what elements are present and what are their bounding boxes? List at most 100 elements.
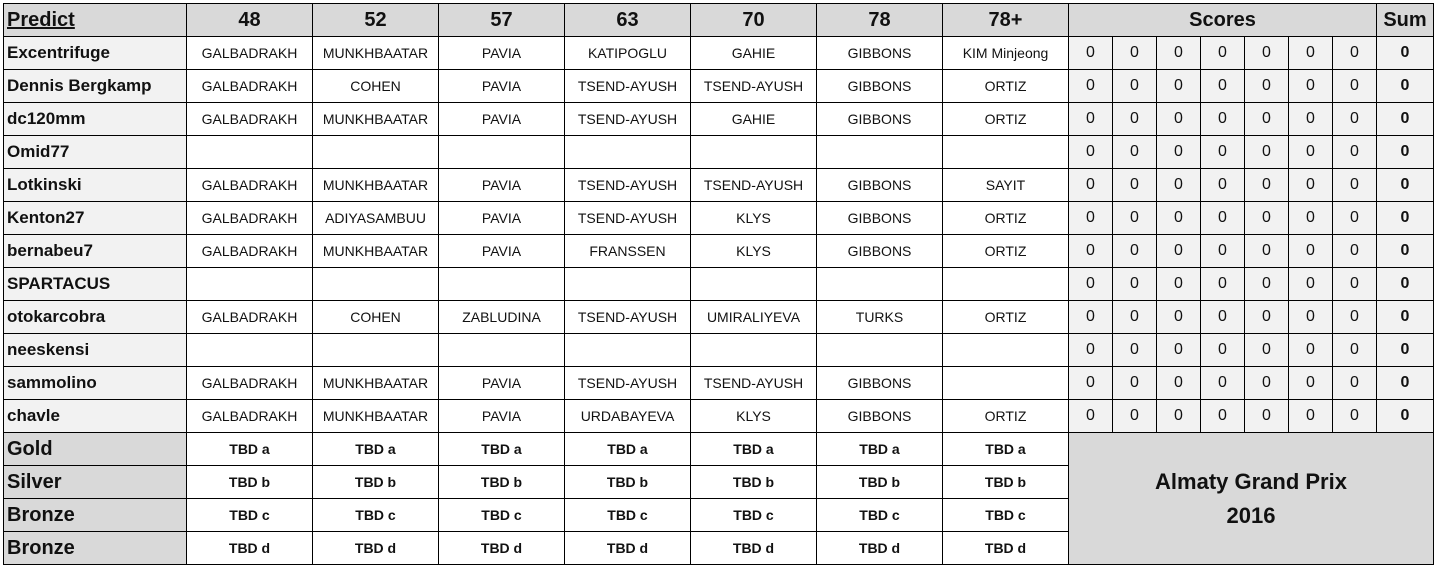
medal-result-cell[interactable]: TBD a <box>690 432 817 466</box>
score-cell[interactable]: 0 <box>1068 168 1113 202</box>
pick-cell[interactable]: TSEND-AYUSH <box>564 201 691 235</box>
pick-cell[interactable]: GIBBONS <box>816 399 943 433</box>
pick-cell[interactable] <box>312 267 439 301</box>
medal-result-cell[interactable]: TBD a <box>186 432 313 466</box>
category-header[interactable]: 70 <box>690 3 817 37</box>
pick-cell[interactable]: GALBADRAKH <box>186 366 313 400</box>
pick-cell[interactable] <box>438 267 565 301</box>
score-cell[interactable]: 0 <box>1244 234 1289 268</box>
pick-cell[interactable]: PAVIA <box>438 36 565 70</box>
score-cell[interactable]: 0 <box>1068 135 1113 169</box>
medal-result-cell[interactable]: TBD d <box>942 531 1069 565</box>
pick-cell[interactable]: GIBBONS <box>816 201 943 235</box>
score-cell[interactable]: 0 <box>1200 102 1245 136</box>
score-cell[interactable]: 0 <box>1112 300 1157 334</box>
score-cell[interactable]: 0 <box>1288 234 1333 268</box>
sum-cell[interactable]: 0 <box>1376 267 1434 301</box>
score-cell[interactable]: 0 <box>1332 366 1377 400</box>
score-cell[interactable]: 0 <box>1244 399 1289 433</box>
pick-cell[interactable]: GALBADRAKH <box>186 201 313 235</box>
player-name[interactable]: otokarcobra <box>3 300 187 334</box>
medal-result-cell[interactable]: TBD c <box>942 498 1069 532</box>
player-name[interactable]: Lotkinski <box>3 168 187 202</box>
pick-cell[interactable] <box>312 135 439 169</box>
pick-cell[interactable]: MUNKHBAATAR <box>312 234 439 268</box>
medal-result-cell[interactable]: TBD d <box>816 531 943 565</box>
score-cell[interactable]: 0 <box>1156 333 1201 367</box>
medal-result-cell[interactable]: TBD d <box>564 531 691 565</box>
pick-cell[interactable]: ORTIZ <box>942 102 1069 136</box>
score-cell[interactable]: 0 <box>1288 36 1333 70</box>
score-cell[interactable]: 0 <box>1332 168 1377 202</box>
score-cell[interactable]: 0 <box>1332 300 1377 334</box>
pick-cell[interactable] <box>186 267 313 301</box>
pick-cell[interactable] <box>564 267 691 301</box>
score-cell[interactable]: 0 <box>1068 102 1113 136</box>
pick-cell[interactable] <box>942 366 1069 400</box>
score-cell[interactable]: 0 <box>1200 366 1245 400</box>
score-cell[interactable]: 0 <box>1112 333 1157 367</box>
medal-result-cell[interactable]: TBD b <box>438 465 565 499</box>
medal-label[interactable]: Silver <box>3 465 187 499</box>
score-cell[interactable]: 0 <box>1112 267 1157 301</box>
sum-cell[interactable]: 0 <box>1376 333 1434 367</box>
pick-cell[interactable]: TSEND-AYUSH <box>564 300 691 334</box>
pick-cell[interactable]: GALBADRAKH <box>186 399 313 433</box>
pick-cell[interactable]: ORTIZ <box>942 234 1069 268</box>
score-cell[interactable]: 0 <box>1156 135 1201 169</box>
pick-cell[interactable]: COHEN <box>312 300 439 334</box>
pick-cell[interactable]: TSEND-AYUSH <box>690 69 817 103</box>
pick-cell[interactable]: TSEND-AYUSH <box>690 366 817 400</box>
medal-result-cell[interactable]: TBD b <box>816 465 943 499</box>
event-title-cell[interactable]: Almaty Grand Prix 2016 <box>1068 432 1434 565</box>
score-cell[interactable]: 0 <box>1068 333 1113 367</box>
medal-result-cell[interactable]: TBD b <box>564 465 691 499</box>
sum-cell[interactable]: 0 <box>1376 300 1434 334</box>
score-cell[interactable]: 0 <box>1068 300 1113 334</box>
sum-header[interactable]: Sum <box>1376 3 1434 37</box>
score-cell[interactable]: 0 <box>1200 234 1245 268</box>
score-cell[interactable]: 0 <box>1244 36 1289 70</box>
score-cell[interactable]: 0 <box>1156 366 1201 400</box>
pick-cell[interactable]: MUNKHBAATAR <box>312 168 439 202</box>
score-cell[interactable]: 0 <box>1244 366 1289 400</box>
pick-cell[interactable]: KLYS <box>690 201 817 235</box>
pick-cell[interactable]: ZABLUDINA <box>438 300 565 334</box>
score-cell[interactable]: 0 <box>1244 69 1289 103</box>
pick-cell[interactable] <box>438 333 565 367</box>
pick-cell[interactable]: GALBADRAKH <box>186 300 313 334</box>
category-header[interactable]: 52 <box>312 3 439 37</box>
pick-cell[interactable]: FRANSSEN <box>564 234 691 268</box>
score-cell[interactable]: 0 <box>1112 168 1157 202</box>
medal-result-cell[interactable]: TBD a <box>564 432 691 466</box>
sum-cell[interactable]: 0 <box>1376 102 1434 136</box>
pick-cell[interactable]: GIBBONS <box>816 69 943 103</box>
score-cell[interactable]: 0 <box>1244 300 1289 334</box>
score-cell[interactable]: 0 <box>1068 69 1113 103</box>
score-cell[interactable]: 0 <box>1288 69 1333 103</box>
player-name[interactable]: SPARTACUS <box>3 267 187 301</box>
score-cell[interactable]: 0 <box>1200 333 1245 367</box>
score-cell[interactable]: 0 <box>1112 366 1157 400</box>
medal-result-cell[interactable]: TBD c <box>186 498 313 532</box>
score-cell[interactable]: 0 <box>1244 201 1289 235</box>
category-header[interactable]: 63 <box>564 3 691 37</box>
medal-label[interactable]: Gold <box>3 432 187 466</box>
sum-cell[interactable]: 0 <box>1376 366 1434 400</box>
sum-cell[interactable]: 0 <box>1376 135 1434 169</box>
player-name[interactable]: Excentrifuge <box>3 36 187 70</box>
score-cell[interactable]: 0 <box>1068 267 1113 301</box>
score-cell[interactable]: 0 <box>1068 366 1113 400</box>
score-cell[interactable]: 0 <box>1332 135 1377 169</box>
score-cell[interactable]: 0 <box>1200 168 1245 202</box>
pick-cell[interactable]: MUNKHBAATAR <box>312 36 439 70</box>
score-cell[interactable]: 0 <box>1068 399 1113 433</box>
score-cell[interactable]: 0 <box>1288 267 1333 301</box>
score-cell[interactable]: 0 <box>1244 168 1289 202</box>
pick-cell[interactable]: PAVIA <box>438 399 565 433</box>
pick-cell[interactable]: ORTIZ <box>942 399 1069 433</box>
medal-result-cell[interactable]: TBD d <box>312 531 439 565</box>
score-cell[interactable]: 0 <box>1244 102 1289 136</box>
score-cell[interactable]: 0 <box>1112 102 1157 136</box>
pick-cell[interactable]: MUNKHBAATAR <box>312 366 439 400</box>
